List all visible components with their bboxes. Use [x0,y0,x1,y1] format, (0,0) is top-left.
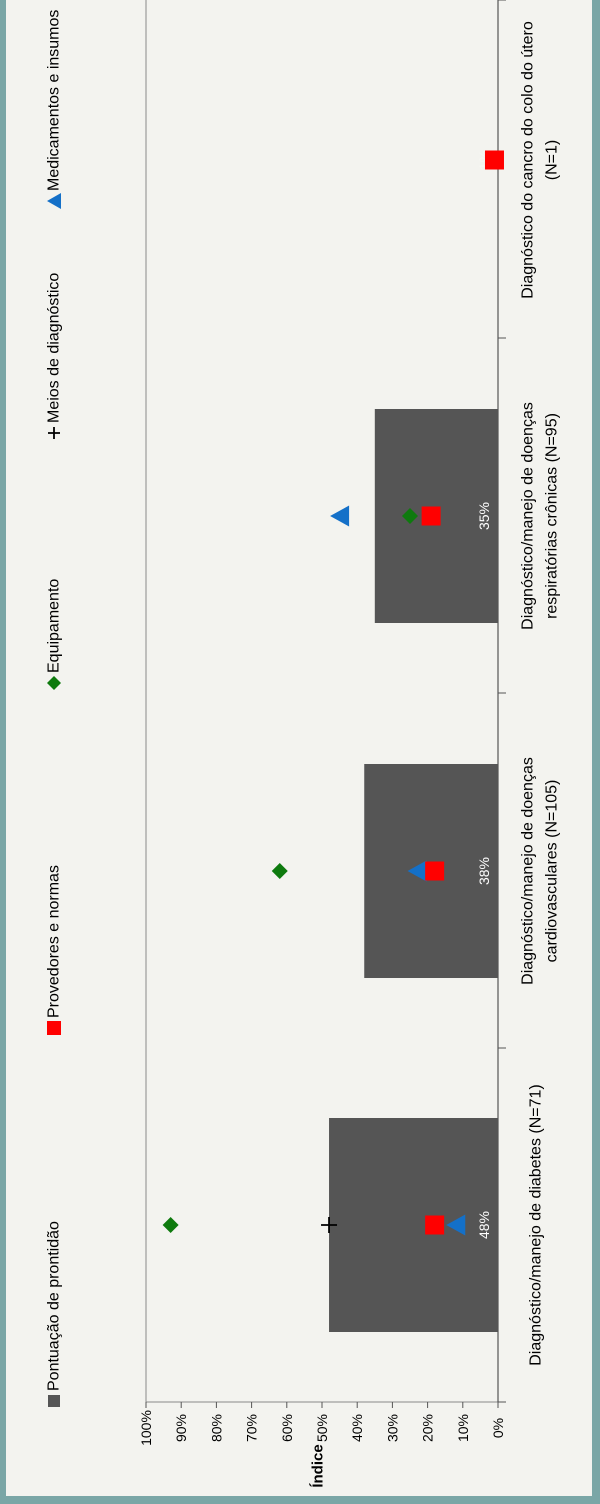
marker-square [421,506,441,526]
category-label: Diagnóstico/manejo de diabetes (N=71) [528,1084,545,1366]
category-label: Diagnóstico do cancro do colo do útero [520,21,537,299]
legend-marker-diamond [47,676,61,690]
bar-value-label: 48% [476,1211,492,1239]
legend-marker-triangle [47,193,61,209]
chart-frame: 0% 10% 20% 30% 40% 50% 60% 70% 80% 90% 100% Índice 4… [6,0,592,1496]
category-label: cardiovasculares (N=105) [544,780,561,963]
bar-value-label: 38% [476,857,492,885]
bar [329,1118,498,1332]
value-tick-label: 60% [279,1414,295,1442]
legend-marker-square [47,1021,61,1035]
value-tick-label: 0% [490,1418,506,1438]
chart: 0% 10% 20% 30% 40% 50% 60% 70% 80% 90% 100% Índice 4… [46,0,561,1488]
marker-triangle [330,505,350,527]
category-label: (N=1) [544,140,561,180]
marker-diamond [402,508,418,524]
legend-marker-plus [48,427,60,439]
value-tick-label: 70% [244,1414,260,1442]
value-tick-label: 40% [349,1414,365,1442]
value-tick-label: 80% [208,1414,224,1442]
value-axis-title: Índice [310,1444,327,1487]
legend-label: Meios de diagnóstico [46,273,63,423]
marker-square [484,150,504,170]
legend-label: Provedores e normas [46,865,63,1018]
marker-triangle [446,1214,466,1236]
value-tick-label: 10% [455,1414,471,1442]
value-tick-label: 50% [314,1414,330,1442]
legend-label: Medicamentos e insumos [46,10,63,191]
category-label: Diagnóstico/manejo de doenças [520,402,537,630]
legend-marker-bar [48,1395,60,1407]
marker-diamond [271,863,288,879]
bar-value-label: 35% [476,502,492,530]
legend-label: Pontuação de prontidão [46,1221,63,1391]
value-tick-label: 30% [384,1414,400,1442]
value-tick-label: 20% [420,1414,436,1442]
marker-triangle [407,860,427,882]
category-label: Diagnóstico/manejo de doenças [520,757,537,985]
marker-diamond [162,1217,179,1233]
marker-plus [321,1217,338,1233]
marker-square [425,1215,445,1235]
legend-label: Equipamento [46,579,63,673]
marker-square [425,861,445,881]
value-tick-label: 100% [138,1410,154,1446]
category-label: respiratórias crônicas (N=95) [544,413,561,619]
value-tick-label: 90% [173,1414,189,1442]
